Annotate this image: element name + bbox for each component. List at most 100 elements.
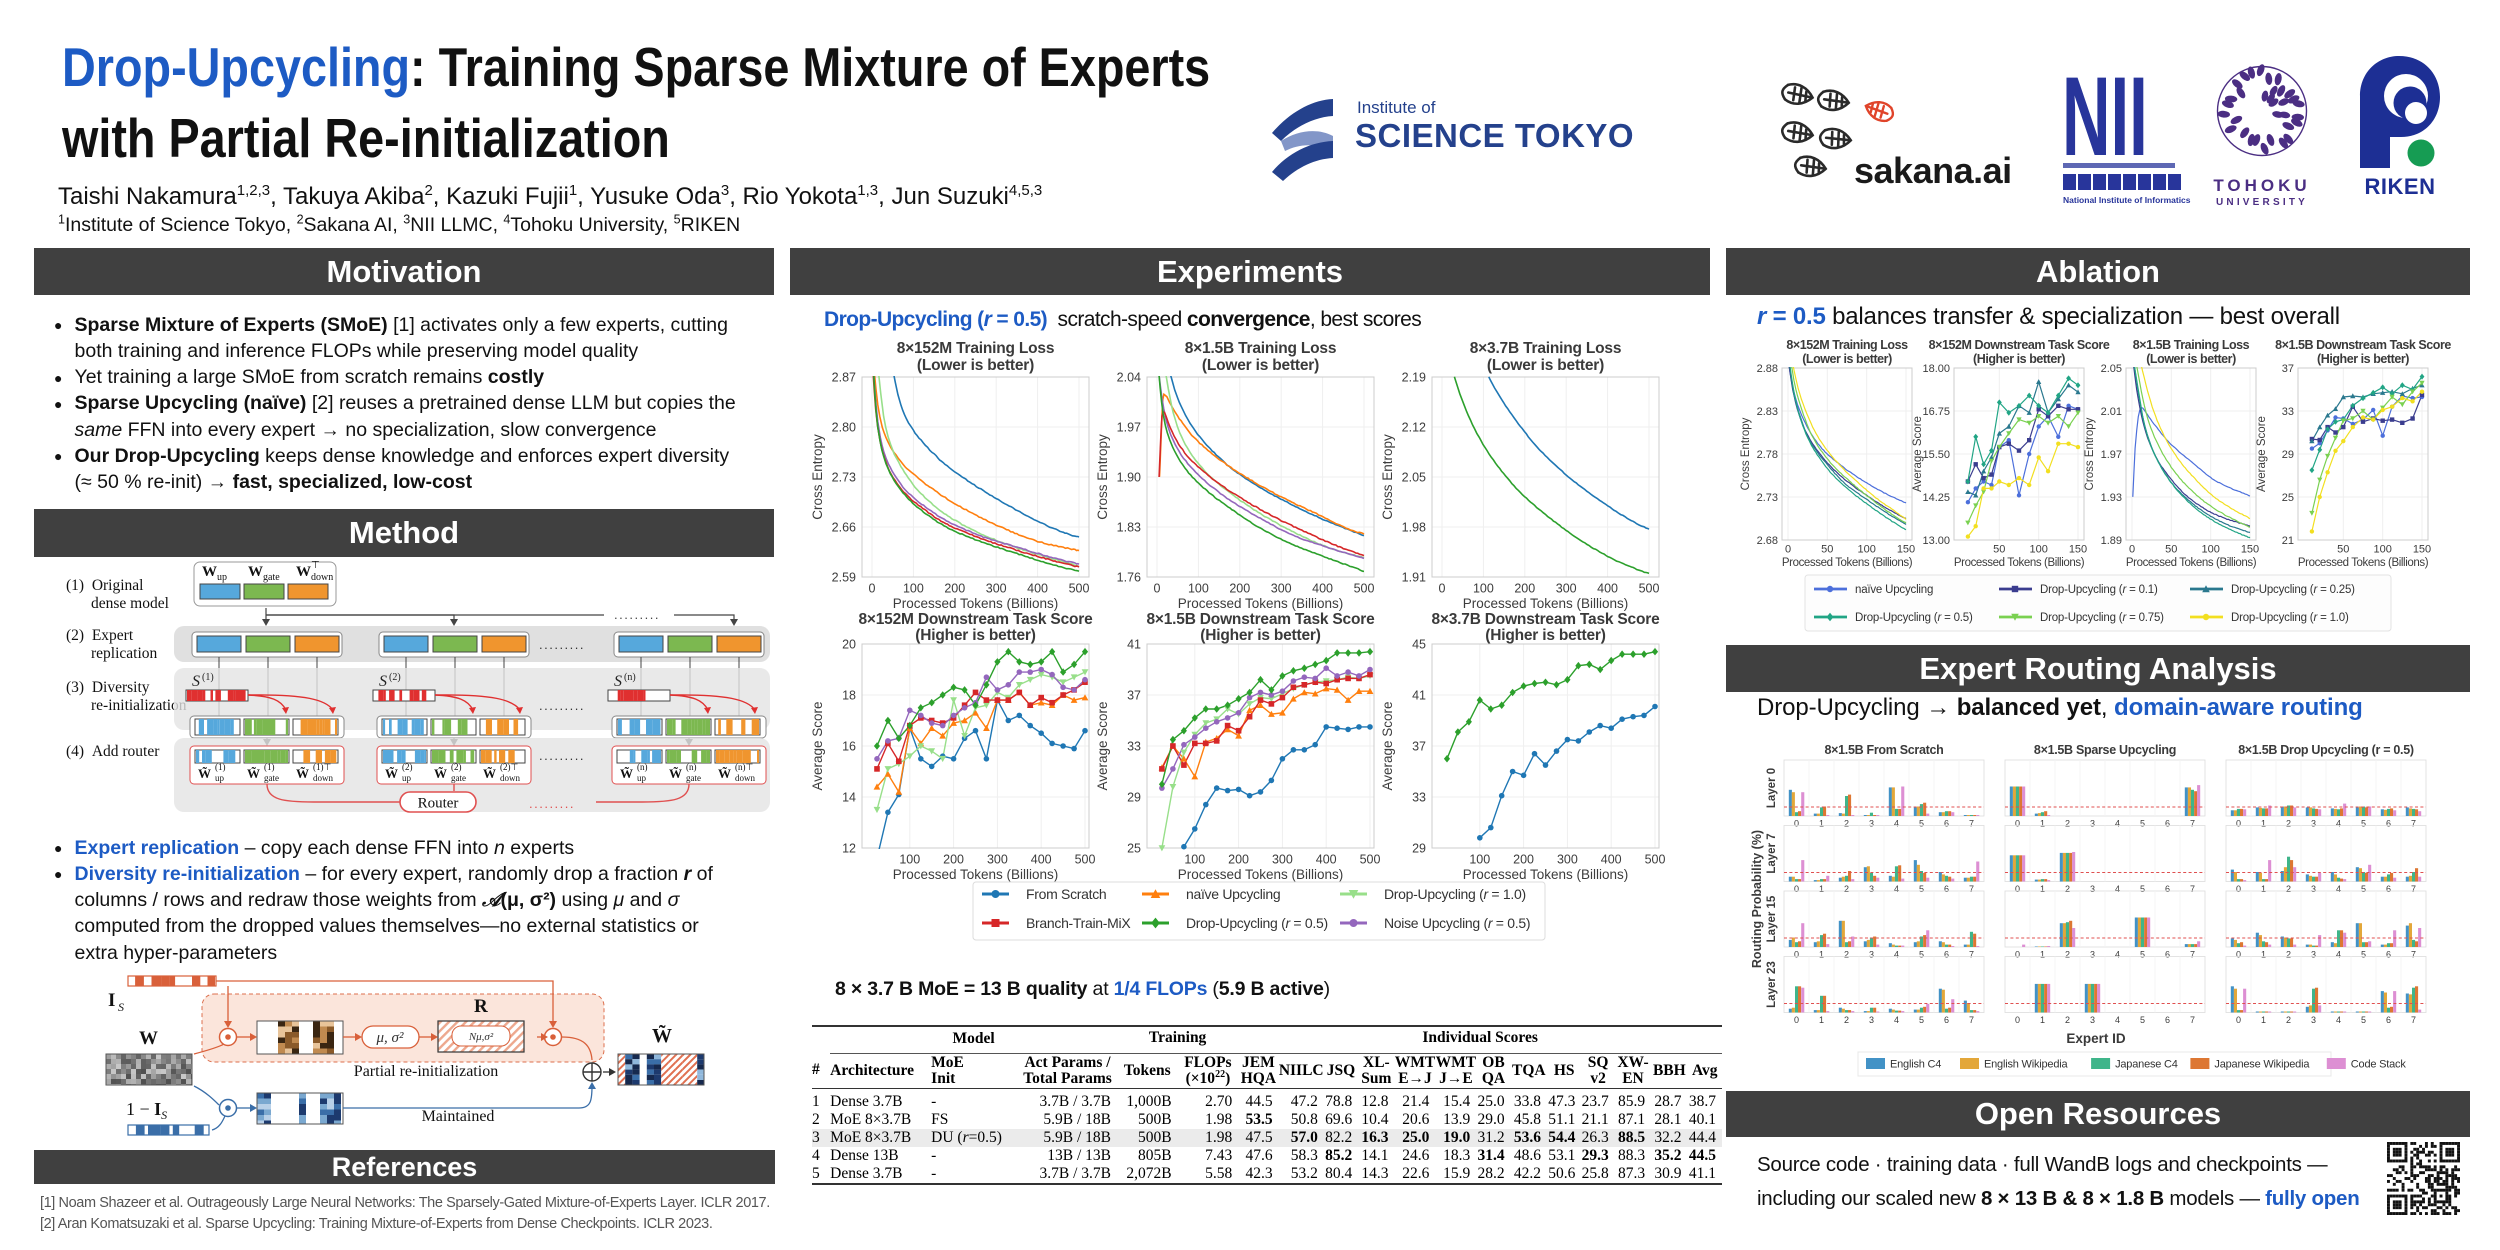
svg-text:down: down [500,773,520,783]
svg-text:7: 7 [2190,819,2195,829]
svg-text:(1): (1) [215,762,226,772]
svg-text:100: 100 [1469,853,1490,867]
svg-text:8×152M Downstream Task Score: 8×152M Downstream Task Score [1929,338,2110,352]
svg-text:Layer 0: Layer 0 [1766,768,1778,808]
svg-text:gate: gate [451,773,466,783]
svg-text:W: W [248,564,263,580]
svg-text:(1): (1) [264,762,275,772]
svg-text:29: 29 [1412,842,1426,856]
svg-text:20: 20 [842,638,856,652]
svg-text:4: 4 [2336,950,2341,960]
svg-text:100: 100 [1858,544,1876,556]
svg-text:37: 37 [1412,740,1426,754]
svg-text:6: 6 [2386,1015,2391,1025]
svg-text:0: 0 [1794,819,1799,829]
svg-text:200: 200 [1228,853,1249,867]
svg-text:7: 7 [2411,950,2416,960]
svg-text:Branch-Train-MiX: Branch-Train-MiX [1026,915,1131,931]
svg-text:3: 3 [2311,819,2316,829]
svg-text:37: 37 [1127,689,1141,703]
svg-text:TOHOKU: TOHOKU [2213,176,2310,195]
svg-text:200: 200 [1513,853,1534,867]
svg-text:(1) Original: (1) Original [66,577,143,594]
svg-text:7: 7 [2411,819,2416,829]
svg-text:7: 7 [2190,950,2195,960]
svg-text:2.80: 2.80 [832,421,856,435]
svg-text:Layer 7: Layer 7 [1766,833,1778,873]
svg-text:.........: ......... [539,698,585,713]
svg-text:7: 7 [1969,884,1974,894]
svg-text:8×1.5B Downstream Task Score: 8×1.5B Downstream Task Score [2275,338,2451,352]
svg-text:Drop-Upcycling (r = 0.5): Drop-Upcycling (r = 0.5) [1186,915,1328,931]
svg-text:Japanese C4: Japanese C4 [2115,1059,2178,1071]
svg-text:(3) Diversity: (3) Diversity [66,679,150,696]
svg-text:4: 4 [2115,950,2120,960]
svg-text:W̃: W̃ [652,1024,672,1047]
svg-text:1.93: 1.93 [2101,492,2122,504]
svg-text:3: 3 [2311,950,2316,960]
svg-text:3: 3 [2311,884,2316,894]
svg-text:W̃: W̃ [198,766,211,781]
svg-text:500: 500 [1354,582,1375,596]
svg-text:3: 3 [1869,950,1874,960]
svg-text:Drop-Upcycling (r = 0.75): Drop-Upcycling (r = 0.75) [2040,612,2164,624]
svg-text:dense model: dense model [91,595,169,612]
svg-text:5: 5 [1919,819,1924,829]
svg-text:W̃: W̃ [669,766,682,781]
svg-text:1: 1 [2261,884,2266,894]
svg-text:0: 0 [2015,884,2020,894]
svg-text:Average Score: Average Score [1095,701,1110,790]
svg-text:400: 400 [1316,853,1337,867]
svg-text:Processed Tokens (Billions): Processed Tokens (Billions) [1954,557,2085,569]
svg-text:Layer 15: Layer 15 [1766,895,1778,942]
svg-text:2.05: 2.05 [2101,363,2122,375]
svg-text:Drop-Upcycling (r = 0.25): Drop-Upcycling (r = 0.25) [2231,584,2355,596]
svg-text:0: 0 [2015,819,2020,829]
svg-text:W: W [139,1028,158,1049]
svg-text:naïve Upcycling: naïve Upcycling [1186,886,1280,902]
svg-text:Drop-Upcycling (r = 0.5): Drop-Upcycling (r = 0.5) [1855,612,1973,624]
svg-text:400: 400 [1601,853,1622,867]
svg-text:2: 2 [2286,884,2291,894]
svg-text:Routing Probability (%): Routing Probability (%) [1750,830,1764,968]
svg-text:0: 0 [2236,819,2241,829]
svg-text:300: 300 [986,582,1007,596]
svg-text:⊤: ⊤ [311,560,320,571]
svg-text:7: 7 [1969,1015,1974,1025]
svg-text:100: 100 [2030,544,2048,556]
svg-text:100: 100 [2202,544,2220,556]
svg-text:Average Score: Average Score [810,701,825,790]
svg-text:W̃: W̃ [247,766,260,781]
svg-text:2: 2 [2065,950,2070,960]
svg-text:0: 0 [1439,582,1446,596]
svg-text:NII: NII [2062,53,2148,179]
svg-text:S: S [614,673,622,690]
svg-text:300: 300 [1271,582,1292,596]
svg-text:3: 3 [2311,1015,2316,1025]
svg-text:4: 4 [1894,884,1899,894]
svg-text:500: 500 [1075,853,1096,867]
svg-text:up: up [402,773,412,783]
svg-text:8×1.5B Training Loss: 8×1.5B Training Loss [1185,340,1337,357]
svg-text:100: 100 [1184,853,1205,867]
svg-text:Maintained: Maintained [422,1108,495,1125]
svg-text:W̃: W̃ [434,766,447,781]
svg-text:8×3.7B Downstream Task Score: 8×3.7B Downstream Task Score [1431,611,1660,628]
svg-text:3: 3 [2090,1015,2095,1025]
svg-text:Japanese Wikipedia: Japanese Wikipedia [2214,1059,2310,1071]
svg-text:(Lower is better): (Lower is better) [1487,357,1604,374]
svg-text:4: 4 [2115,884,2120,894]
svg-text:2.73: 2.73 [1757,492,1778,504]
svg-text:3: 3 [1869,884,1874,894]
svg-text:From Scratch: From Scratch [1026,886,1106,902]
svg-text:18: 18 [842,689,856,703]
svg-text:W̃: W̃ [296,766,309,781]
svg-text:(n): (n) [624,672,636,683]
svg-text:4: 4 [1894,1015,1899,1025]
svg-text:Average Score: Average Score [1912,416,1924,492]
svg-text:2: 2 [1844,884,1849,894]
svg-text:45: 45 [1412,638,1426,652]
svg-text:2: 2 [2286,819,2291,829]
svg-text:150: 150 [2069,544,2087,556]
svg-text:Drop-Upcycling (r = 1.0): Drop-Upcycling (r = 1.0) [1384,886,1526,902]
